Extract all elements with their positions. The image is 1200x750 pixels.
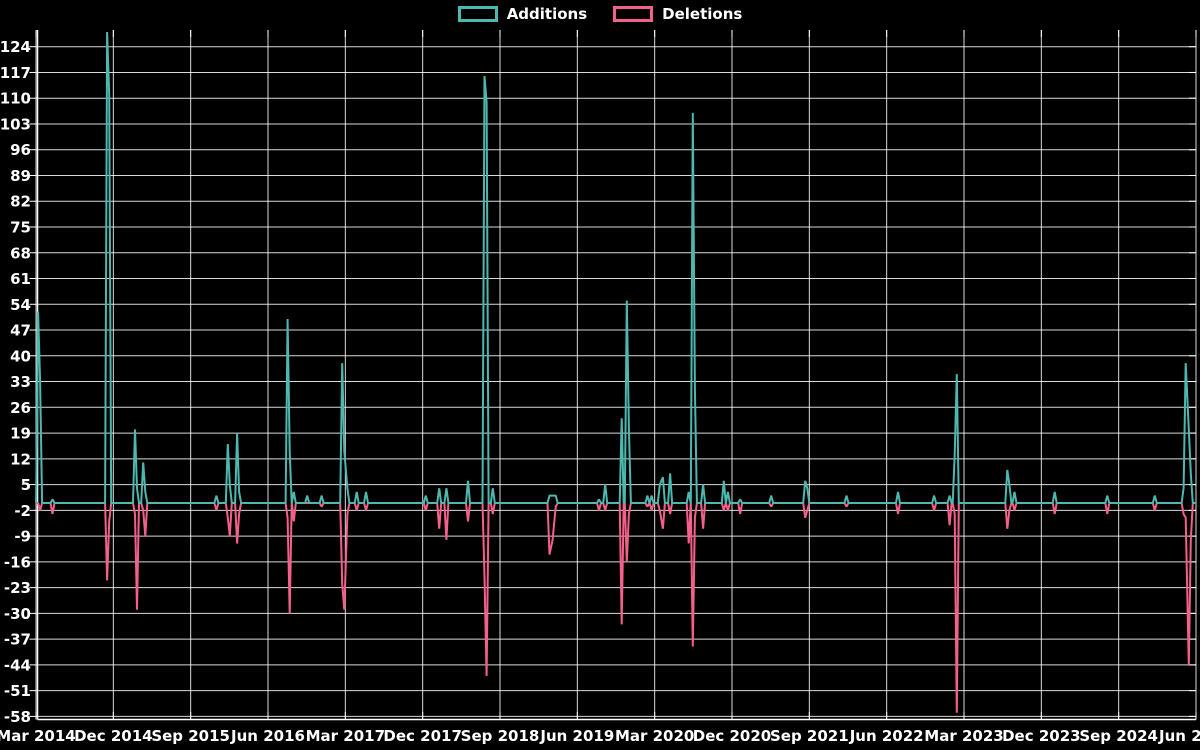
x-tick-label: Mar 2014 (0, 727, 76, 745)
y-tick-label: 33 (10, 373, 31, 391)
x-tick-label: Jun 2022 (849, 727, 924, 745)
y-tick-label: -23 (4, 579, 31, 597)
x-tick-label: Sep 2024 (1079, 727, 1158, 745)
y-tick-label: 82 (10, 193, 31, 211)
additions-line (35, 31, 1196, 504)
y-tick-label: 110 (0, 90, 31, 108)
x-tick-label: Jun 2025 (1158, 727, 1200, 745)
y-tick-label: -37 (4, 631, 31, 649)
y-tick-label: 103 (0, 115, 31, 133)
x-tick-label: Mar 2020 (615, 727, 694, 745)
y-tick-label: -30 (4, 605, 31, 623)
y-tick-label: 19 (10, 425, 31, 443)
y-tick-label: 61 (10, 270, 31, 288)
y-tick-label: 75 (10, 219, 31, 237)
gridlines (29, 30, 1197, 720)
x-tick-label: Mar 2023 (924, 727, 1003, 745)
x-tick-label: Sep 2018 (461, 727, 540, 745)
y-tick-label: -2 (14, 502, 31, 520)
x-tick-label: Jun 2019 (539, 727, 614, 745)
y-tick-label: 47 (10, 322, 31, 340)
x-tick-label: Dec 2020 (693, 727, 772, 745)
y-tick-label: 96 (10, 141, 31, 159)
axes (36, 30, 1196, 721)
y-tick-label: 117 (0, 64, 31, 82)
x-tick-label: Sep 2021 (770, 727, 849, 745)
y-tick-label: 54 (10, 296, 31, 314)
x-tick-label: Dec 2014 (74, 727, 153, 745)
y-axis-labels: 124 117 110 103 96 89 82 75 68 61 54 47 40 33 26 19 12 5 -… (0, 38, 31, 726)
deletions-line (36, 502, 1196, 713)
x-tick-label: Mar 2017 (306, 727, 385, 745)
y-tick-label: 26 (10, 399, 31, 417)
x-tick-label: Sep 2015 (151, 727, 230, 745)
x-tick-label: Dec 2017 (383, 727, 462, 745)
x-tick-label: Dec 2023 (1002, 727, 1081, 745)
y-tick-label: 68 (10, 244, 31, 262)
y-tick-label: 89 (10, 167, 31, 185)
y-tick-label: 12 (10, 450, 31, 468)
y-tick-label: -51 (4, 682, 31, 700)
y-tick-label: 5 (21, 476, 31, 494)
y-tick-label: 40 (10, 347, 31, 365)
y-tick-label: 124 (0, 38, 31, 56)
y-tick-label: -9 (14, 528, 31, 546)
y-tick-label: -58 (4, 708, 31, 726)
y-tick-label: -44 (4, 656, 31, 674)
y-tick-label: -16 (4, 553, 31, 571)
x-tick-label: Jun 2016 (230, 727, 305, 745)
